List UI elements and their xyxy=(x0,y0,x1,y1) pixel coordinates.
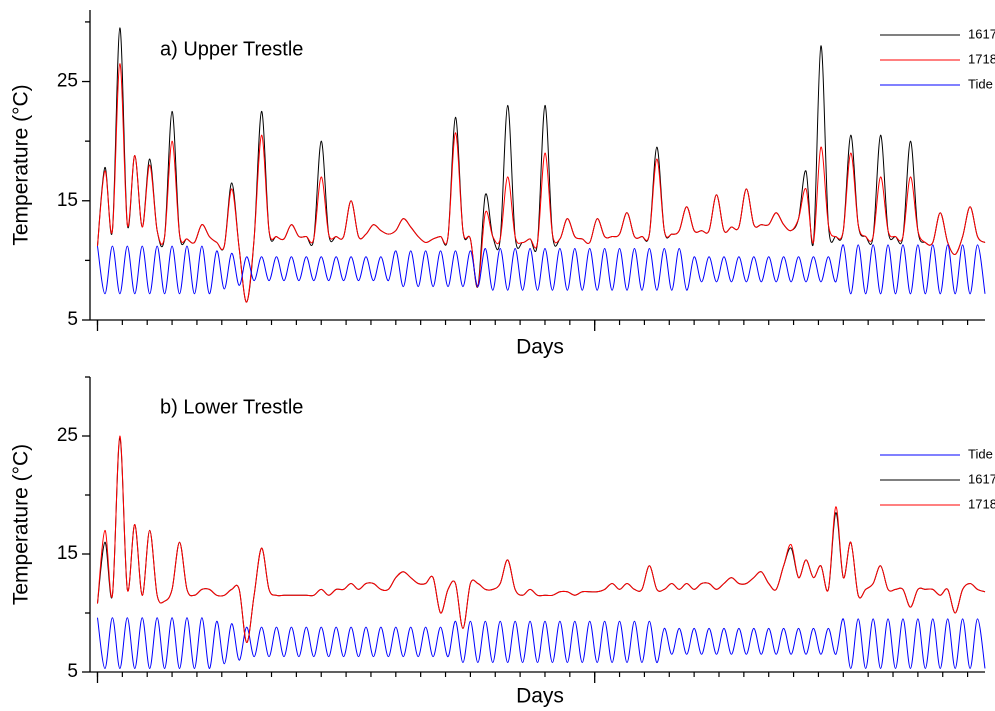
x-axis-label: Days xyxy=(516,685,564,708)
chart-title: a) Upper Trestle xyxy=(160,38,303,60)
legend-label: 1617 xyxy=(968,26,995,41)
series-line xyxy=(96,244,986,295)
series-line xyxy=(96,63,986,303)
series-line xyxy=(96,435,986,644)
legend-label: 1718 xyxy=(968,496,995,511)
legend-label: 1617 xyxy=(968,471,995,486)
y-tick-label: 25 xyxy=(57,71,78,92)
x-axis-label: Days xyxy=(516,336,564,359)
y-axis-label: Temperature (°C) xyxy=(10,444,33,605)
chart-title: b) Lower Trestle xyxy=(160,396,303,418)
legend-label: Tide xyxy=(968,446,993,461)
y-tick-label: 15 xyxy=(57,190,78,211)
legend-label: 1718 xyxy=(968,51,995,66)
y-tick-label: 25 xyxy=(57,425,78,446)
series-line xyxy=(96,617,986,669)
series-line xyxy=(96,27,986,303)
y-tick-label: 15 xyxy=(57,543,78,564)
series-line xyxy=(96,437,986,644)
y-axis-label: Temperature (°C) xyxy=(10,84,33,245)
legend-label: Tide xyxy=(968,76,993,91)
y-tick-label: 5 xyxy=(67,309,78,330)
y-tick-label: 5 xyxy=(67,661,78,682)
